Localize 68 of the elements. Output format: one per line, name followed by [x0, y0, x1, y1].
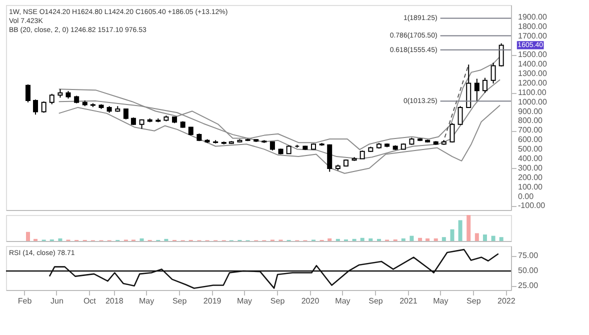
- y-tick-label: 400.00: [518, 154, 544, 164]
- x-tick-label: Jun: [50, 296, 64, 306]
- y-tick-label: 500.00: [518, 144, 544, 154]
- bar: [450, 229, 454, 241]
- candlestick: [490, 62, 496, 84]
- bar: [328, 238, 332, 241]
- x-tick-label: Feb: [18, 296, 32, 306]
- bar: [26, 232, 30, 241]
- bar: [499, 237, 504, 241]
- x-tick-label: 2022: [498, 296, 516, 306]
- bar: [474, 233, 479, 241]
- y-tick-label: 200.00: [518, 172, 544, 182]
- y-tick-label: 1800.00: [518, 22, 548, 31]
- bar: [458, 220, 462, 241]
- y-tick-label: 50.00: [518, 266, 539, 275]
- candlestick: [474, 78, 480, 102]
- x-tick-label: Sep: [368, 296, 384, 306]
- bar: [426, 238, 430, 241]
- candlestick: [49, 93, 54, 105]
- bar: [410, 236, 414, 241]
- y-tick-label: 1200.00: [518, 78, 548, 88]
- bar: [434, 238, 438, 241]
- bar: [360, 238, 364, 241]
- y-tick-label: -100.00: [518, 201, 546, 210]
- x-tick-label: Oct: [83, 296, 97, 306]
- x-tick-label: Sep: [466, 296, 482, 306]
- x-tick-label: 2019: [203, 296, 222, 306]
- y-tick-label: 1400.00: [518, 60, 548, 69]
- bar: [401, 238, 406, 241]
- bar: [466, 215, 471, 241]
- bar: [482, 234, 487, 241]
- candlestick: [327, 144, 332, 172]
- y-tick-label: 1700.00: [518, 31, 548, 40]
- y-tick-label: 1900.00: [518, 12, 548, 22]
- candlestick: [450, 122, 455, 143]
- y-tick-label: 100.00: [518, 182, 544, 192]
- bar: [58, 238, 62, 241]
- candlestick: [458, 106, 463, 126]
- x-tick-label: Sep: [172, 296, 188, 306]
- y-tick-label: 25.00: [518, 280, 539, 290]
- x-tick-label: 2018: [105, 296, 124, 306]
- x-tick-label: May: [236, 296, 252, 306]
- y-tick-label: 700.00: [518, 126, 544, 135]
- y-tick-label: 900.00: [518, 106, 544, 116]
- x-tick-label: May: [139, 296, 154, 306]
- x-tick-label: Sep: [270, 296, 286, 306]
- bar: [368, 238, 373, 241]
- candlestick: [482, 77, 488, 94]
- x-tick-label: 2020: [301, 296, 320, 306]
- y-tick-label: 1500.00: [518, 50, 548, 60]
- y-tick-label: 1000.00: [518, 97, 548, 106]
- y-tick-label: 300.00: [518, 163, 544, 172]
- bar: [442, 237, 446, 241]
- y-tick-label: 1300.00: [518, 69, 548, 78]
- y-tick-label: 75.00: [518, 251, 539, 260]
- y-tick-label: 800.00: [518, 116, 544, 126]
- y-tick-label: 600.00: [518, 135, 544, 144]
- x-tick-label: 2021: [400, 296, 418, 306]
- candlestick: [498, 42, 504, 67]
- x-tick-label: May: [335, 296, 350, 306]
- y-tick-label: 1100.00: [518, 88, 547, 97]
- bar: [491, 236, 496, 241]
- bar: [418, 238, 422, 241]
- y-tick-label: 0.00: [518, 192, 534, 201]
- candlestick: [33, 99, 38, 116]
- x-tick-label: May: [433, 296, 448, 306]
- bar: [140, 238, 144, 241]
- candlestick: [26, 84, 31, 103]
